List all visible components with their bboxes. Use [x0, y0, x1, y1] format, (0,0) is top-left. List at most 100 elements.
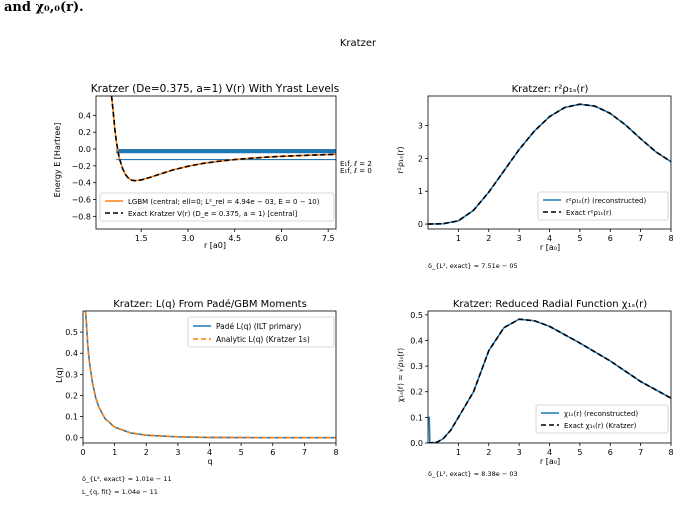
- x-tick-label: 2: [144, 448, 149, 457]
- y-axis-label: χ₁ₛ(r) = √ρ₁ₛ(r): [396, 348, 405, 402]
- y-tick-label: 0: [418, 220, 423, 229]
- x-tick-label: 6: [270, 448, 275, 457]
- annotation-delta: δ_{L², exact} = 1.01e − 11: [82, 475, 172, 483]
- caption-text: and χ₀,₀(r).: [4, 0, 84, 15]
- x-tick-label: 3: [517, 234, 522, 243]
- level-label-l2: E₁f, ℓ = 2: [340, 160, 372, 168]
- plot-area: [110, 96, 336, 182]
- y-tick-label: 0.0: [65, 434, 78, 443]
- plot-area: [428, 103, 671, 225]
- legend-box: [99, 192, 335, 222]
- x-tick-label: 2: [486, 448, 491, 457]
- legend-label-pade: Padé L(q) (ILT primary): [216, 322, 301, 331]
- x-tick-label: 3: [517, 448, 522, 457]
- y-tick-label: 0.4: [410, 336, 423, 345]
- x-tick-label: 8: [333, 448, 338, 457]
- series-line-1: [428, 318, 671, 443]
- legend: Padé L(q) (ILT primary) Analytic L(q) (K…: [187, 316, 335, 348]
- yrast-level-band: [116, 149, 336, 154]
- x-tick-label: 7.5: [322, 234, 335, 243]
- plot-area: [428, 318, 671, 443]
- x-tick-label: 5: [239, 448, 244, 457]
- figure-suptitle: Kratzer: [340, 38, 377, 49]
- panel-title: Kratzer: r²ρ₁ₛ(r): [512, 84, 589, 95]
- x-tick-label: 8: [668, 448, 673, 457]
- y-tick-label: 0.1: [410, 413, 423, 422]
- x-tick-label: 4: [547, 234, 552, 243]
- legend-box: [187, 316, 335, 348]
- x-tick-label: 2: [486, 234, 491, 243]
- y-tick-label: 0.1: [65, 413, 78, 422]
- legend-label-exact: Exact r²ρ₁ₛ(r): [566, 209, 612, 217]
- x-tick-label: 5: [577, 448, 582, 457]
- y-axis-label: L(q): [55, 367, 64, 383]
- x-tick-label: 1: [456, 234, 461, 243]
- y-tick-label: 0.2: [65, 391, 78, 400]
- y-tick-label: 0.5: [410, 311, 423, 320]
- annotation-lq-fit: L_{q, fit} = 1.04e − 11: [82, 488, 158, 496]
- series-line-1: [110, 96, 336, 182]
- panel-chi: Kratzer: Reduced Radial Function χ₁ₛ(r) …: [396, 299, 674, 478]
- legend: r²ρ₁ₛ(r) (reconstructed) Exact r²ρ₁ₛ(r): [537, 191, 669, 221]
- x-tick-label: 8: [668, 234, 673, 243]
- x-tick-label: 1: [456, 448, 461, 457]
- y-tick-label: 0.4: [78, 111, 91, 120]
- panel-title: Kratzer (De=0.375, a=1) V(r) With Yrast …: [91, 83, 339, 95]
- axes-frame: [95, 95, 337, 230]
- y-tick-label: 1: [418, 187, 423, 196]
- annotation-delta: δ_{L², exact} = 7.51e − 05: [428, 262, 518, 270]
- x-tick-label: 5: [577, 234, 582, 243]
- y-axis-label: r²ρ₁ₛ(r): [396, 146, 405, 173]
- x-tick-label: 6.0: [275, 234, 288, 243]
- legend-label-exact: Exact χ₁ₛ(r) (Kratzer): [564, 422, 637, 430]
- x-tick-label: 4.5: [228, 234, 241, 243]
- annotation-delta: δ_{L², exact} = 8.38e − 03: [428, 470, 518, 478]
- series-line-0: [110, 96, 336, 182]
- y-tick-label: 0.3: [410, 362, 423, 371]
- y-tick-label: 0.5: [65, 328, 78, 337]
- x-tick-label: 1.5: [135, 234, 148, 243]
- series-line-1: [84, 311, 336, 439]
- y-tick-label: 0.3: [65, 370, 78, 379]
- y-tick-label: −0.6: [72, 196, 91, 205]
- panel-potential: Kratzer (De=0.375, a=1) V(r) With Yrast …: [53, 83, 372, 250]
- x-tick-label: 7: [638, 234, 643, 243]
- x-tick-label: 4: [547, 448, 552, 457]
- legend-box: [537, 191, 669, 221]
- legend-label-lgbm: LGBM (central; ell=0; L²_rel = 4.94e − 0…: [128, 198, 320, 206]
- x-tick-label: 7: [638, 448, 643, 457]
- panel-title: Kratzer: Reduced Radial Function χ₁ₛ(r): [453, 299, 647, 310]
- y-tick-label: 0.0: [410, 439, 423, 448]
- x-axis-label: r [a₀]: [540, 243, 560, 252]
- legend: LGBM (central; ell=0; L²_rel = 4.94e − 0…: [99, 192, 335, 222]
- y-tick-label: 3: [418, 122, 423, 131]
- legend-label-exact: Exact Kratzer V(r) (D_e = 0.375, a = 1) …: [128, 210, 298, 218]
- legend-label-analytic: Analytic L(q) (Kratzer 1s): [216, 335, 310, 344]
- legend-label-reconstructed: r²ρ₁ₛ(r) (reconstructed): [566, 197, 646, 205]
- x-tick-label: 4: [207, 448, 212, 457]
- x-axis-label: r [a0]: [204, 241, 226, 250]
- y-tick-label: 0.2: [78, 128, 91, 137]
- legend-box: [535, 404, 669, 434]
- panel-lq: Kratzer: L(q) From Padé/GBM Moments q L(…: [55, 298, 339, 496]
- y-tick-label: 0.4: [65, 349, 78, 358]
- y-tick-label: 0.2: [410, 388, 423, 397]
- x-axis-label: q: [207, 457, 212, 466]
- y-tick-label: 2: [418, 154, 423, 163]
- series-line-1: [428, 103, 671, 225]
- x-tick-label: 1: [112, 448, 117, 457]
- x-tick-label: 6: [608, 234, 613, 243]
- y-tick-label: −0.8: [72, 212, 91, 221]
- level-label-l0: E₁f, ℓ = 0: [340, 167, 372, 175]
- y-tick-label: −0.2: [72, 162, 91, 171]
- x-tick-label: 6: [608, 448, 613, 457]
- legend: χ₁ₛ(r) (reconstructed) Exact χ₁ₛ(r) (Kra…: [535, 404, 669, 434]
- x-tick-label: 0: [80, 448, 85, 457]
- legend-label-reconstructed: χ₁ₛ(r) (reconstructed): [564, 410, 638, 418]
- x-tick-label: 3: [175, 448, 180, 457]
- y-tick-label: −0.4: [72, 179, 91, 188]
- panel-title: Kratzer: L(q) From Padé/GBM Moments: [113, 298, 307, 310]
- y-tick-label: 0.0: [78, 145, 91, 154]
